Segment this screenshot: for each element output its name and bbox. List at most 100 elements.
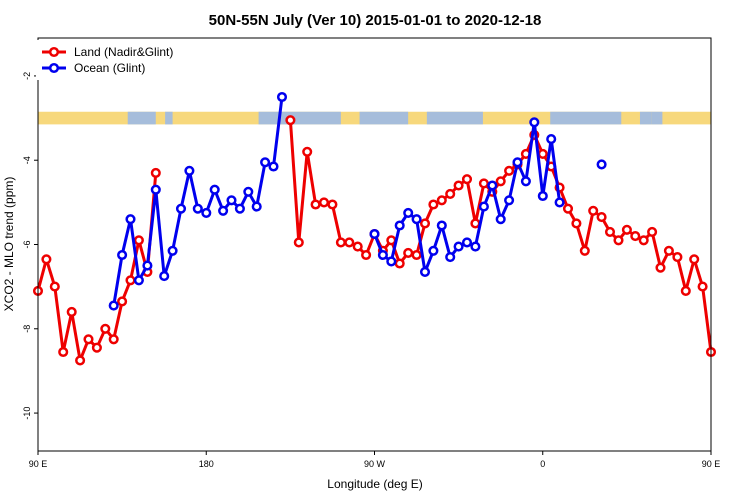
series-0-point-33 bbox=[436, 195, 447, 206]
ocean-band-1 bbox=[165, 111, 173, 125]
series-0-point-38 bbox=[478, 178, 489, 189]
series-1-point-5 bbox=[150, 184, 161, 195]
series-0-point-11 bbox=[125, 275, 136, 286]
series-0-point-19 bbox=[318, 197, 330, 208]
series-1-point-34 bbox=[478, 201, 489, 212]
series-0-point-27 bbox=[386, 235, 397, 246]
series-0-point-31 bbox=[419, 218, 431, 229]
series-0-line-1 bbox=[288, 120, 713, 353]
series-0-point-40 bbox=[495, 176, 506, 187]
series-1-point-25 bbox=[403, 207, 414, 218]
chart-title: 50N-55N July (Ver 10) 2015-01-01 to 2020… bbox=[209, 12, 542, 29]
series-0-point-23 bbox=[352, 241, 363, 252]
series-0-point-58 bbox=[647, 226, 658, 237]
x-tick-label-4: 90 E bbox=[702, 459, 721, 469]
series-0-point-7 bbox=[91, 342, 102, 353]
x-axis-label: Longitude (deg E) bbox=[327, 477, 422, 491]
series-0-point-53 bbox=[604, 226, 616, 237]
series-1-point-24 bbox=[394, 220, 405, 231]
series-1-line-0 bbox=[112, 96, 284, 306]
series-0-point-36 bbox=[461, 174, 473, 185]
x-tick-label-2: 90 W bbox=[364, 459, 386, 469]
series-0-point-61 bbox=[672, 252, 683, 263]
series-1-point-20 bbox=[276, 91, 288, 103]
series-1 bbox=[108, 91, 607, 311]
ocean-band-6 bbox=[639, 111, 652, 125]
series-1-point-35 bbox=[487, 180, 498, 191]
series-1-point-44 bbox=[596, 159, 607, 170]
series-0-point-28 bbox=[394, 258, 405, 269]
series-1-point-9 bbox=[184, 165, 195, 176]
series-0-point-50 bbox=[579, 245, 590, 256]
series-0-point-34 bbox=[445, 188, 456, 199]
ocean-band-3 bbox=[359, 111, 409, 125]
ocean-band-7 bbox=[651, 111, 663, 125]
series-0-point-8 bbox=[100, 323, 111, 334]
series-0-point-22 bbox=[344, 237, 355, 248]
series-1-point-10 bbox=[192, 203, 203, 214]
y-tick-label-3: -8 bbox=[22, 325, 32, 333]
series-0-point-9 bbox=[108, 334, 119, 345]
series-1-point-21 bbox=[369, 228, 380, 240]
series-1-point-40 bbox=[529, 117, 540, 128]
series-1-point-28 bbox=[428, 245, 439, 256]
x-tick-label-0: 90 E bbox=[29, 459, 48, 469]
ocean-band-0 bbox=[127, 111, 156, 125]
y-tick-label-4: -10 bbox=[22, 407, 32, 420]
ocean-band-4 bbox=[426, 111, 483, 125]
series-0-point-4 bbox=[66, 306, 77, 317]
series-1-point-17 bbox=[251, 201, 262, 212]
series-1-point-11 bbox=[201, 207, 212, 218]
series-1-point-19 bbox=[268, 161, 279, 172]
series-1-point-7 bbox=[167, 245, 178, 256]
series-0-point-35 bbox=[453, 180, 464, 191]
series-0-point-55 bbox=[621, 224, 632, 235]
series-1-point-3 bbox=[133, 275, 144, 286]
series-0-point-63 bbox=[689, 254, 700, 265]
series-0-point-29 bbox=[403, 247, 414, 258]
series-1-point-14 bbox=[226, 195, 237, 206]
axes: 90 E 180 90 W 0 90 E -2 -4 -6 -8 -10 bbox=[22, 37, 721, 469]
series-1-point-29 bbox=[436, 220, 447, 231]
series-1-point-26 bbox=[411, 214, 422, 225]
series-0-point-3 bbox=[58, 346, 69, 358]
x-tick-label-1: 180 bbox=[199, 459, 214, 469]
x-tick-label-3: 0 bbox=[540, 459, 545, 469]
series-0-point-14 bbox=[150, 167, 161, 178]
y-tick-label-2: -6 bbox=[22, 240, 32, 248]
series-0-point-48 bbox=[562, 203, 574, 214]
legend-land-label: Land (Nadir&Glint) bbox=[74, 45, 173, 59]
series-0-point-32 bbox=[428, 199, 439, 210]
series-0-point-17 bbox=[302, 146, 313, 157]
series-0-point-41 bbox=[504, 165, 515, 176]
series-0-point-2 bbox=[49, 281, 60, 292]
series-0-point-64 bbox=[697, 281, 708, 292]
series-1-point-33 bbox=[470, 241, 481, 252]
series-0-point-20 bbox=[327, 199, 338, 210]
ocean-band-2 bbox=[258, 111, 341, 125]
series-1-point-41 bbox=[537, 190, 548, 202]
series-1-point-22 bbox=[377, 249, 388, 261]
series-1-point-31 bbox=[453, 241, 464, 252]
series-1-point-23 bbox=[386, 256, 397, 267]
series-0-point-37 bbox=[470, 218, 481, 229]
legend-land-marker bbox=[48, 46, 60, 58]
series-1-point-43 bbox=[554, 197, 565, 208]
series-1-point-13 bbox=[218, 205, 229, 216]
series-0-point-49 bbox=[571, 218, 582, 229]
series-1-point-39 bbox=[520, 176, 531, 187]
series-1-point-16 bbox=[243, 186, 254, 197]
series-0-point-1 bbox=[41, 254, 52, 265]
series-0-point-16 bbox=[293, 237, 304, 248]
series-1-point-37 bbox=[504, 195, 515, 206]
series-1-point-6 bbox=[159, 271, 170, 282]
land-ocean-band bbox=[38, 111, 711, 125]
series-0-point-51 bbox=[588, 205, 599, 216]
series-0-point-45 bbox=[537, 148, 548, 159]
series-0-point-52 bbox=[596, 212, 607, 223]
series-1-point-30 bbox=[445, 252, 456, 263]
legend-entry-ocean: Ocean (Glint) bbox=[42, 61, 145, 75]
series-1-point-15 bbox=[234, 203, 245, 214]
y-tick-label-0: -2 bbox=[22, 72, 32, 80]
